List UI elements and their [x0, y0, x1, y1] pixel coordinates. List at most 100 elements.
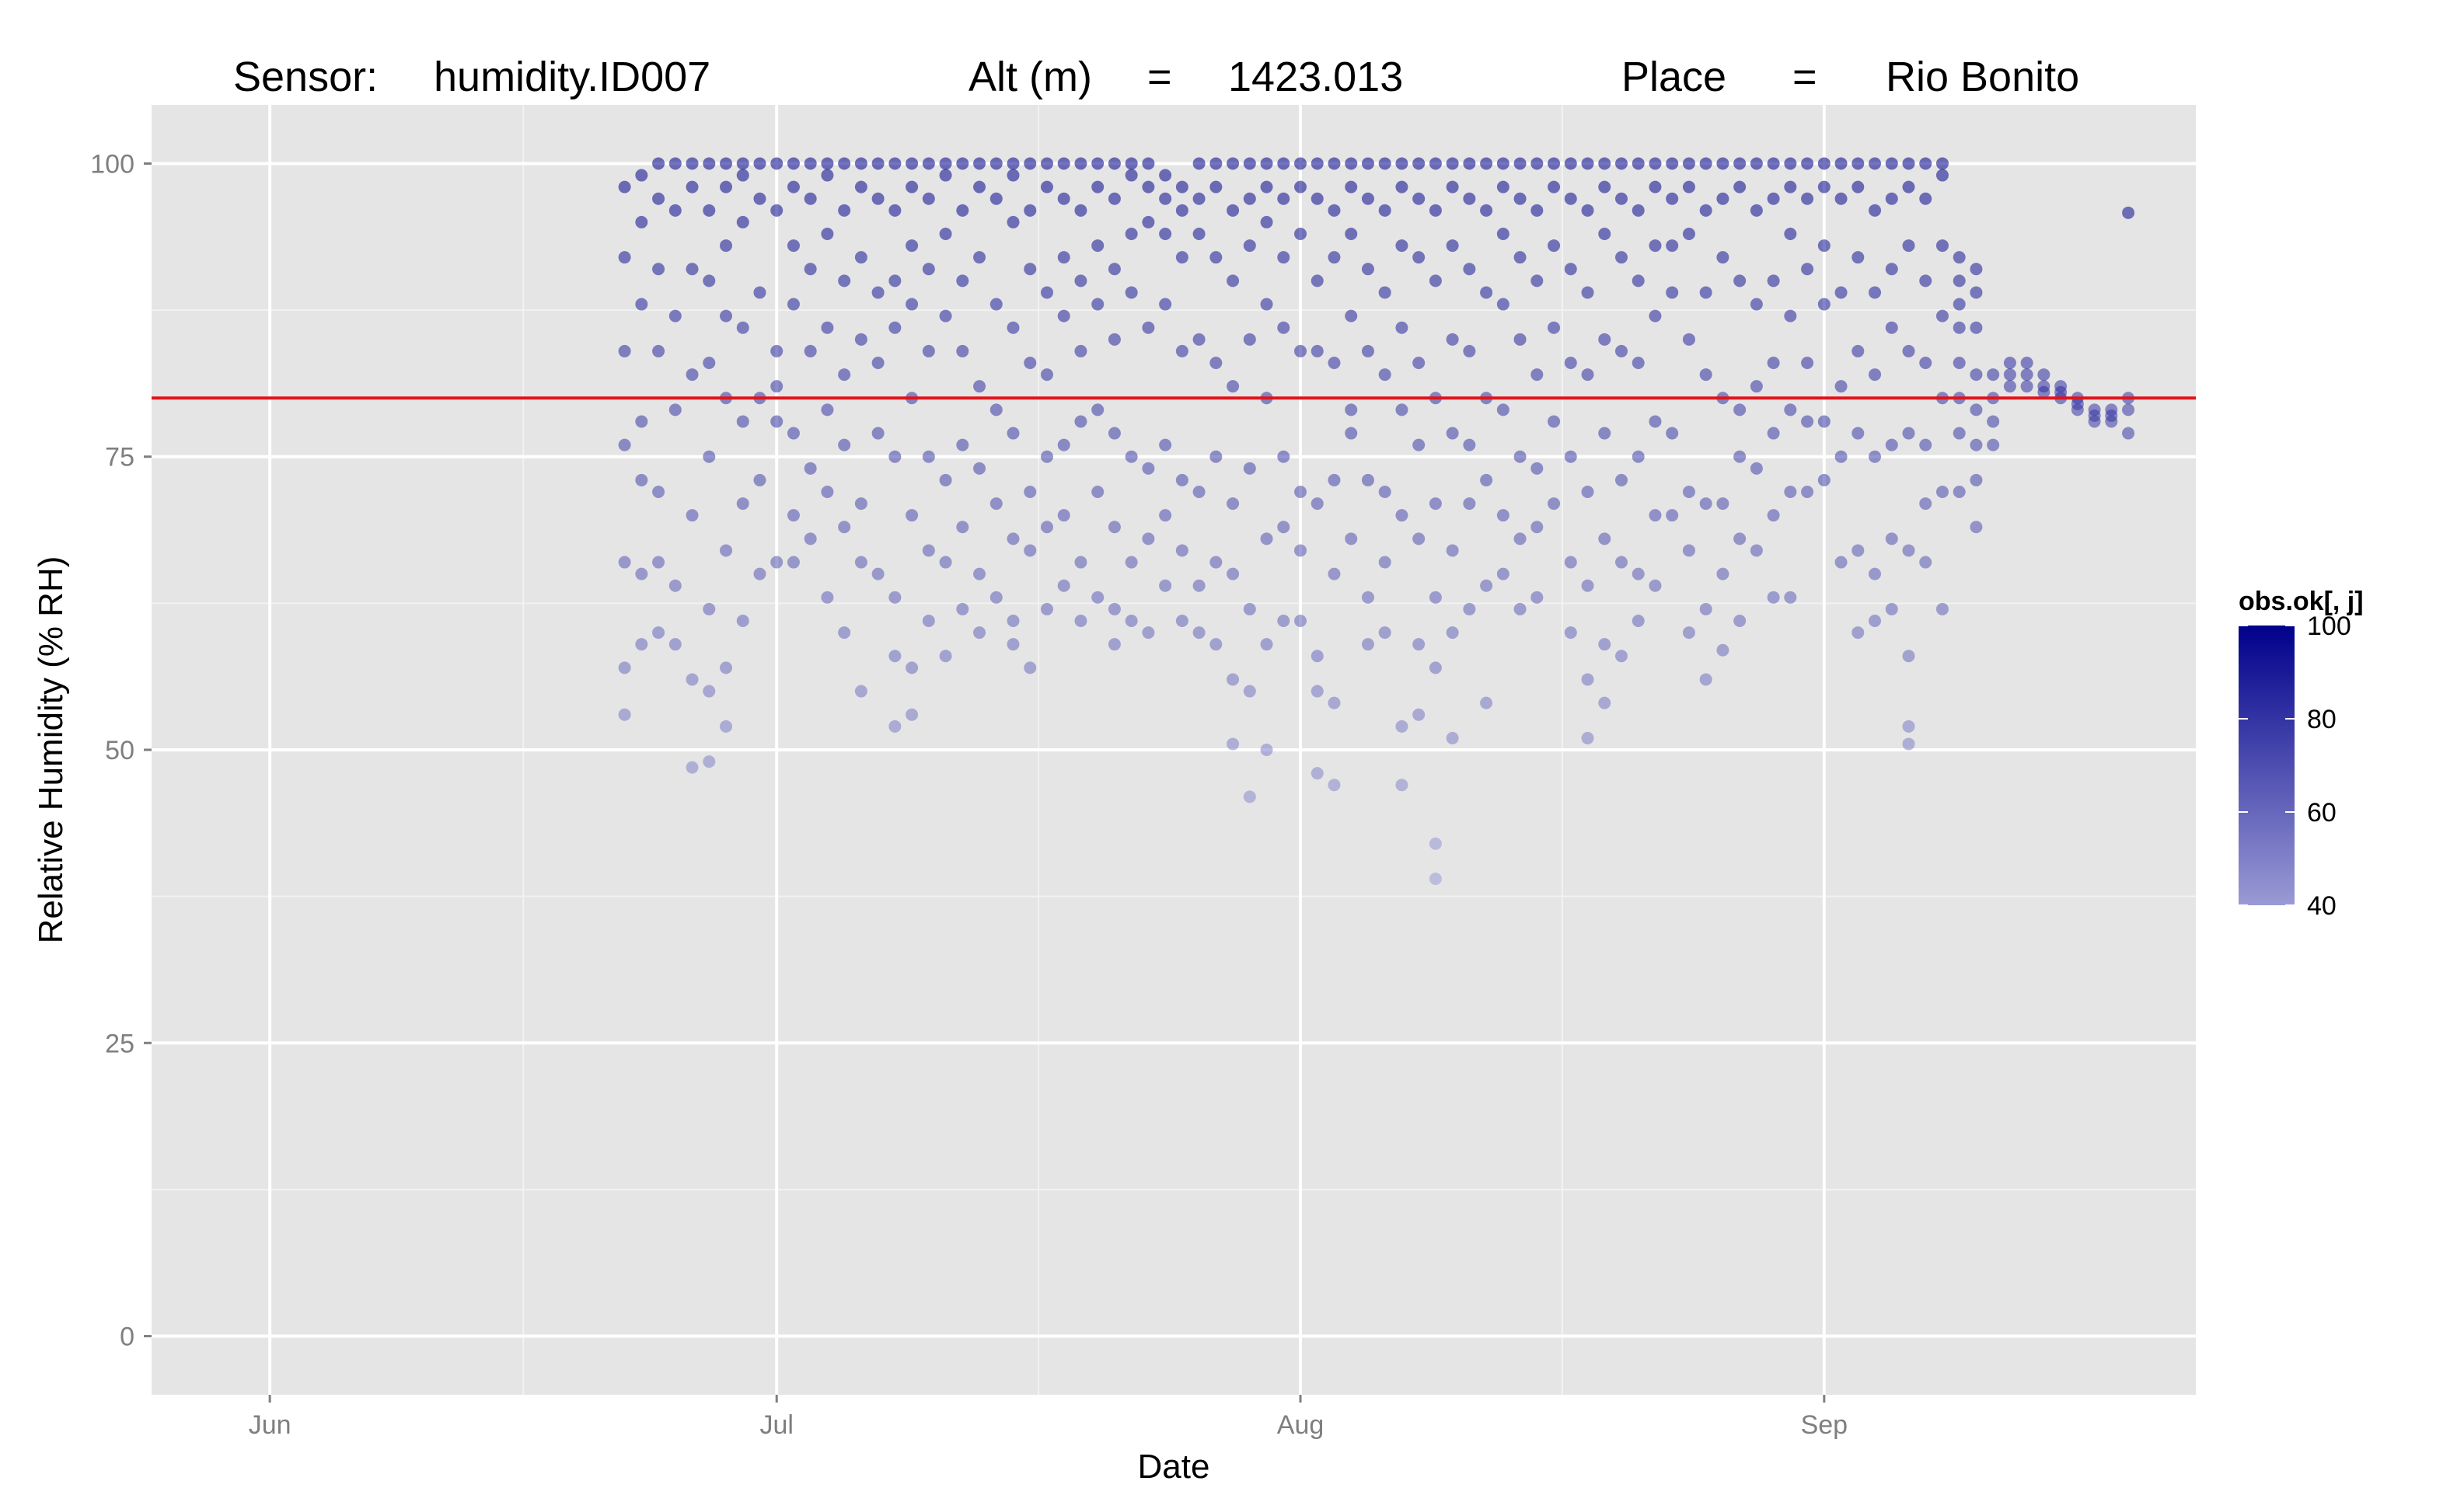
data-point — [1024, 486, 1037, 498]
data-point — [703, 357, 716, 369]
data-point — [1869, 286, 1882, 299]
data-point — [1699, 497, 1712, 511]
data-point — [1142, 462, 1155, 475]
data-point — [1429, 661, 1442, 674]
data-point — [1429, 873, 1442, 885]
data-point — [1446, 544, 1459, 557]
data-point — [2122, 403, 2135, 416]
data-point — [1834, 380, 1848, 393]
data-point — [1649, 579, 1662, 592]
data-point — [1666, 286, 1679, 299]
data-point — [1902, 180, 1915, 193]
data-point — [686, 673, 699, 686]
data-point — [1548, 321, 1561, 334]
data-point — [1328, 779, 1341, 792]
data-point — [618, 344, 631, 357]
data-point — [888, 450, 902, 463]
data-point — [1699, 204, 1712, 217]
data-point — [1024, 544, 1037, 557]
data-point — [1801, 192, 1814, 205]
data-point — [1480, 579, 1493, 592]
data-point — [1328, 157, 1341, 170]
data-point — [2020, 380, 2033, 393]
data-point — [1024, 263, 1037, 276]
data-point — [2122, 206, 2135, 219]
data-point — [1817, 239, 1831, 253]
data-point — [1682, 157, 1695, 170]
data-point — [1632, 204, 1645, 217]
data-point — [1699, 286, 1712, 299]
data-point — [1209, 157, 1223, 170]
data-point — [1581, 673, 1594, 686]
data-point — [821, 228, 834, 240]
data-point — [956, 602, 969, 615]
data-point — [939, 157, 952, 170]
data-point — [922, 263, 935, 276]
data-point — [821, 321, 834, 334]
data-point — [1412, 532, 1426, 545]
data-point — [703, 157, 716, 170]
data-point — [668, 157, 682, 170]
data-point — [1209, 180, 1223, 193]
data-point — [1057, 157, 1070, 170]
data-point — [1192, 157, 1206, 170]
data-point — [1530, 521, 1544, 534]
data-point — [1463, 602, 1476, 615]
data-point — [1834, 286, 1848, 299]
data-point — [838, 274, 851, 288]
data-point — [821, 157, 834, 170]
data-point — [720, 720, 733, 733]
data-point — [1598, 696, 1611, 709]
data-point — [1496, 509, 1509, 522]
data-point — [1125, 615, 1138, 627]
data-point — [854, 157, 867, 170]
title-sensor-label: Sensor: — [233, 54, 378, 100]
data-point — [1666, 192, 1679, 205]
data-point — [804, 263, 817, 276]
data-point — [1328, 567, 1341, 580]
legend: obs.ok[, j] 100 80 60 40 — [2239, 587, 2364, 921]
data-point — [1429, 157, 1442, 170]
data-point — [1598, 427, 1611, 440]
data-point — [1480, 286, 1493, 299]
data-point — [1953, 357, 1966, 369]
data-point — [989, 591, 1003, 604]
data-point — [1378, 204, 1391, 217]
data-point — [1108, 157, 1121, 170]
data-point — [1446, 239, 1459, 253]
data-point — [1902, 650, 1915, 663]
data-point — [1311, 767, 1324, 780]
data-point — [1513, 251, 1527, 264]
data-point — [939, 228, 952, 240]
data-point — [1513, 450, 1527, 463]
data-point — [1260, 298, 1273, 311]
data-point — [635, 638, 648, 651]
data-point — [2020, 368, 2033, 382]
data-point — [1767, 274, 1780, 288]
data-point — [1007, 615, 1020, 627]
data-point — [1463, 263, 1476, 276]
data-point — [1040, 602, 1053, 615]
data-point — [1817, 180, 1831, 193]
data-point — [1784, 228, 1797, 240]
data-point — [973, 157, 986, 170]
data-point — [1277, 157, 1290, 170]
data-point — [1311, 274, 1324, 288]
data-point — [1581, 157, 1594, 170]
data-point — [1480, 696, 1493, 709]
data-point — [1530, 591, 1544, 604]
data-point — [2003, 368, 2016, 382]
data-point — [1328, 473, 1341, 486]
data-point — [1649, 180, 1662, 193]
data-point — [1581, 579, 1594, 592]
data-point — [1885, 532, 1898, 545]
data-point — [1902, 239, 1915, 253]
x-tick-label: Jul — [759, 1410, 793, 1440]
data-point — [906, 180, 919, 193]
data-point — [838, 368, 851, 382]
data-point — [922, 192, 935, 205]
data-point — [1970, 521, 1983, 534]
data-point — [787, 509, 800, 522]
data-point — [753, 286, 766, 299]
data-point — [618, 556, 631, 569]
